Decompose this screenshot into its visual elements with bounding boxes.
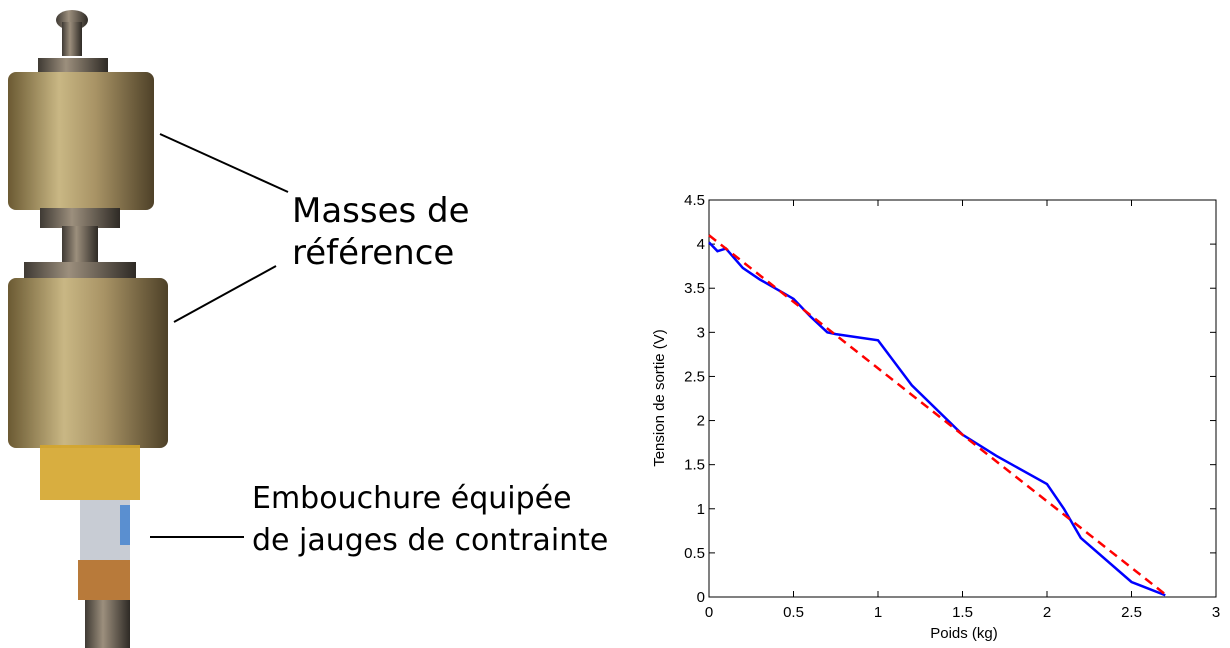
y-tick-label: 0 bbox=[697, 589, 705, 606]
arrow bbox=[173, 265, 277, 323]
annotation: Embouchure équipée bbox=[252, 481, 572, 516]
plot: Poids (kg) Tension de sortie (V) 0 0.5 1 1.… bbox=[651, 192, 1220, 642]
x-tick-label: 1 bbox=[874, 604, 882, 621]
x-axis-label: Poids (kg) bbox=[930, 625, 998, 642]
x-tick-label: 0 bbox=[705, 604, 713, 621]
y-axis-label: Tension de sortie (V) bbox=[651, 329, 668, 467]
annotation: référence bbox=[292, 233, 454, 273]
series-line bbox=[708, 241, 1166, 597]
annotations: Masses de référence Embouchure équipée d… bbox=[252, 191, 608, 558]
annotation: Masses de bbox=[292, 191, 470, 231]
y-tick-label: 4 bbox=[697, 236, 705, 253]
annotation: de jauges de contrainte bbox=[252, 523, 608, 558]
y-tick-label: 2.5 bbox=[684, 368, 705, 385]
photo bbox=[8, 10, 168, 648]
y-tick-label: 1 bbox=[697, 501, 705, 518]
y-tick-label: 3.5 bbox=[684, 280, 705, 297]
x-tick-label: 0.5 bbox=[783, 604, 804, 621]
x-tick-label: 1.5 bbox=[952, 604, 973, 621]
y-tick-label: 3 bbox=[697, 324, 705, 341]
y-tick-label: 2 bbox=[697, 413, 705, 430]
arrow bbox=[159, 133, 289, 193]
x-tick-label: 2 bbox=[1043, 604, 1051, 621]
axes-frame bbox=[708, 199, 1217, 598]
x-tick-label: 2.5 bbox=[1121, 604, 1142, 621]
arrows bbox=[150, 133, 289, 538]
x-tick-label: 3 bbox=[1212, 604, 1220, 621]
y-tick-label: 1.5 bbox=[684, 457, 705, 474]
y-tick-label: 4.5 bbox=[684, 192, 705, 209]
y-tick-label: 0.5 bbox=[684, 545, 705, 562]
series-line bbox=[708, 234, 1167, 596]
